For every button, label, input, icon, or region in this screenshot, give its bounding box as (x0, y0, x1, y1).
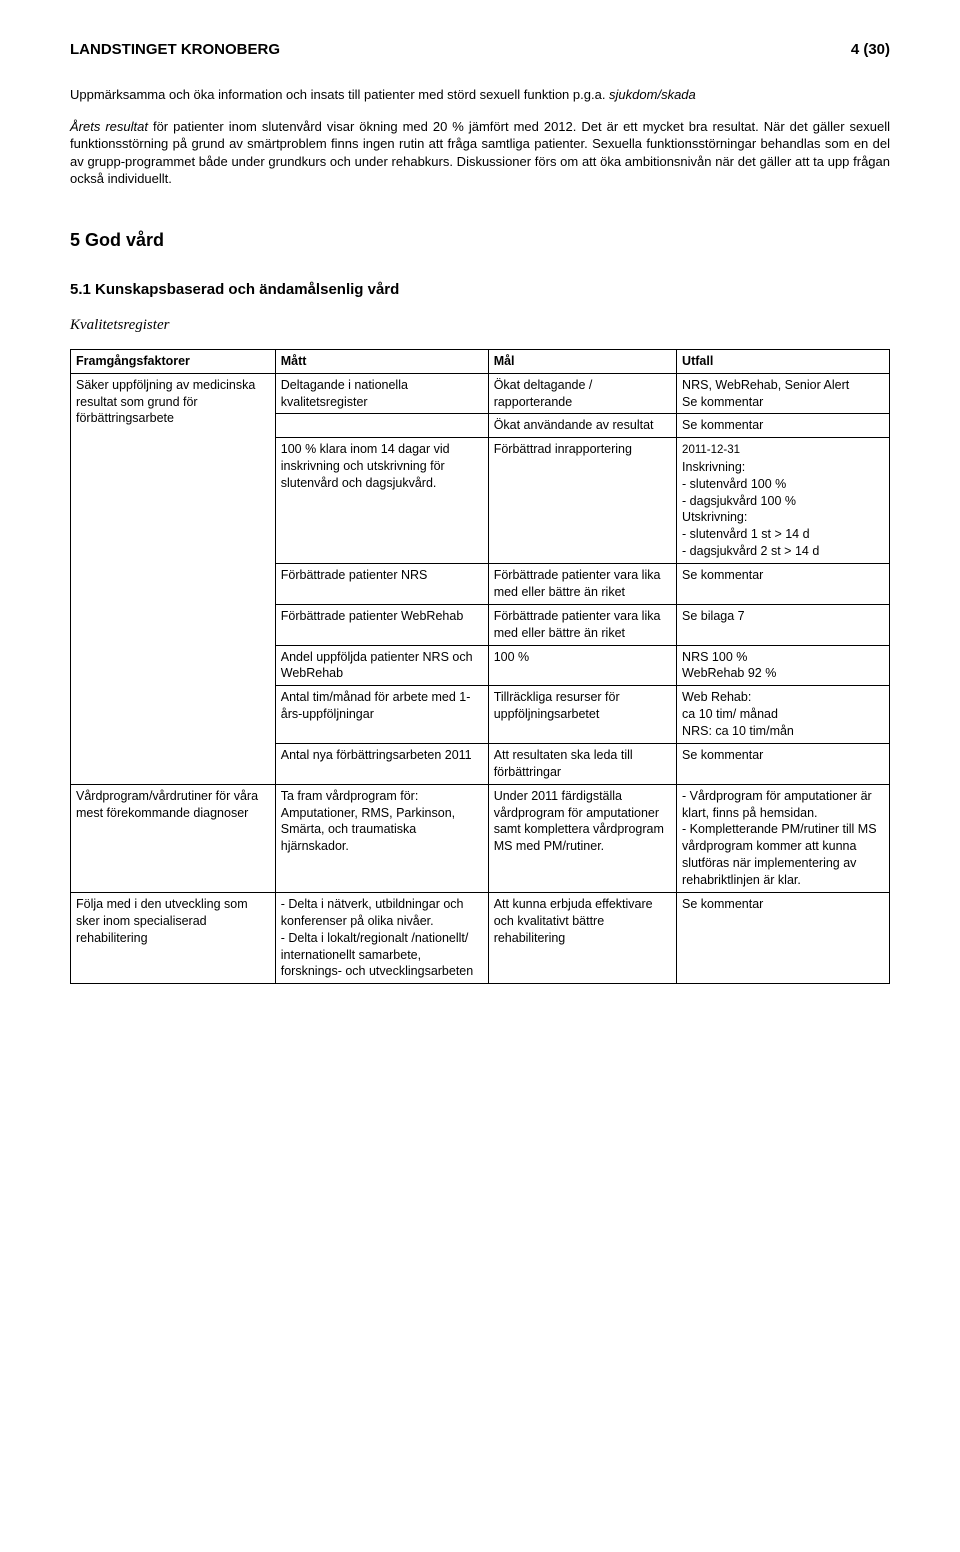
th-framgang: Framgångsfaktorer (71, 349, 276, 373)
th-utfall: Utfall (677, 349, 890, 373)
cell-utfall: - Vårdprogram för amputationer är klart,… (677, 784, 890, 892)
cell-utfall-body: Inskrivning: - slutenvård 100 % - dagsju… (682, 460, 819, 558)
cell-framgang: Följa med i den utveckling som sker inom… (71, 892, 276, 983)
cell-mal: Ökat deltagande / rapporterande (488, 373, 676, 414)
cell-matt: 100 % klara inom 14 dagar vid inskrivnin… (275, 438, 488, 564)
cell-matt: Andel uppföljda patienter NRS och WebReh… (275, 645, 488, 686)
cell-matt: Deltagande i nationella kvalitetsregiste… (275, 373, 488, 414)
cell-utfall: Se kommentar (677, 564, 890, 605)
cell-utfall: NRS 100 % WebRehab 92 % (677, 645, 890, 686)
cell-utfall: Se kommentar (677, 743, 890, 784)
cell-utfall-date: 2011-12-31 (682, 444, 740, 456)
cell-utfall: Se bilaga 7 (677, 604, 890, 645)
cell-utfall: 2011-12-31 Inskrivning: - slutenvård 100… (677, 438, 890, 564)
cell-matt: Ta fram vårdprogram för: Amputationer, R… (275, 784, 488, 892)
cell-framgang: Säker uppföljning av medicinska resultat… (71, 373, 276, 784)
cell-matt: Antal tim/månad för arbete med 1-års-upp… (275, 686, 488, 744)
intro-line-1-plain: Uppmärksamma och öka information och ins… (70, 87, 609, 102)
intro-para-2: Årets resultat för patienter inom sluten… (70, 118, 890, 188)
cell-utfall: Se kommentar (677, 414, 890, 438)
table-row: Säker uppföljning av medicinska resultat… (71, 373, 890, 414)
cell-mal: 100 % (488, 645, 676, 686)
page-number: 4 (30) (851, 40, 890, 60)
cell-mal: Att resultaten ska leda till förbättring… (488, 743, 676, 784)
cell-mal: Ökat användande av resultat (488, 414, 676, 438)
cell-mal: Förbättrade patienter vara lika med elle… (488, 604, 676, 645)
cell-matt: Förbättrade patienter WebRehab (275, 604, 488, 645)
cell-framgang: Vårdprogram/vårdrutiner för våra mest fö… (71, 784, 276, 892)
table-row: Följa med i den utveckling som sker inom… (71, 892, 890, 983)
cell-utfall: Se kommentar (677, 892, 890, 983)
intro-line-1: Uppmärksamma och öka information och ins… (70, 86, 890, 104)
section-5-heading: 5 God vård (70, 228, 890, 252)
page-header: LANDSTINGET KRONOBERG 4 (30) (70, 40, 890, 60)
cell-matt: - Delta i nätverk, utbildningar och konf… (275, 892, 488, 983)
quality-table: Framgångsfaktorer Mått Mål Utfall Säker … (70, 349, 890, 985)
intro-line-1-italic: sjukdom/skada (609, 87, 696, 102)
table-header-row: Framgångsfaktorer Mått Mål Utfall (71, 349, 890, 373)
kvalitetsregister-label: Kvalitetsregister (70, 315, 890, 335)
cell-mal: Under 2011 färdigställa vårdprogram för … (488, 784, 676, 892)
th-matt: Mått (275, 349, 488, 373)
cell-matt (275, 414, 488, 438)
cell-matt: Antal nya förbättringsarbeten 2011 (275, 743, 488, 784)
cell-mal: Förbättrade patienter vara lika med elle… (488, 564, 676, 605)
th-mal: Mål (488, 349, 676, 373)
table-body: Säker uppföljning av medicinska resultat… (71, 373, 890, 984)
cell-mal: Förbättrad inrapportering (488, 438, 676, 564)
cell-utfall: NRS, WebRehab, Senior Alert Se kommentar (677, 373, 890, 414)
intro-para-2-body: för patienter inom slutenvård visar ökni… (70, 119, 890, 187)
intro-para-2-lead: Årets resultat (70, 119, 148, 134)
section-5-1-heading: 5.1 Kunskapsbaserad och ändamålsenlig vå… (70, 280, 890, 300)
cell-mal: Tillräckliga resurser för uppföljningsar… (488, 686, 676, 744)
cell-mal: Att kunna erbjuda effektivare och kvalit… (488, 892, 676, 983)
table-row: Vårdprogram/vårdrutiner för våra mest fö… (71, 784, 890, 892)
org-name: LANDSTINGET KRONOBERG (70, 40, 280, 60)
cell-matt: Förbättrade patienter NRS (275, 564, 488, 605)
cell-utfall: Web Rehab: ca 10 tim/ månad NRS: ca 10 t… (677, 686, 890, 744)
